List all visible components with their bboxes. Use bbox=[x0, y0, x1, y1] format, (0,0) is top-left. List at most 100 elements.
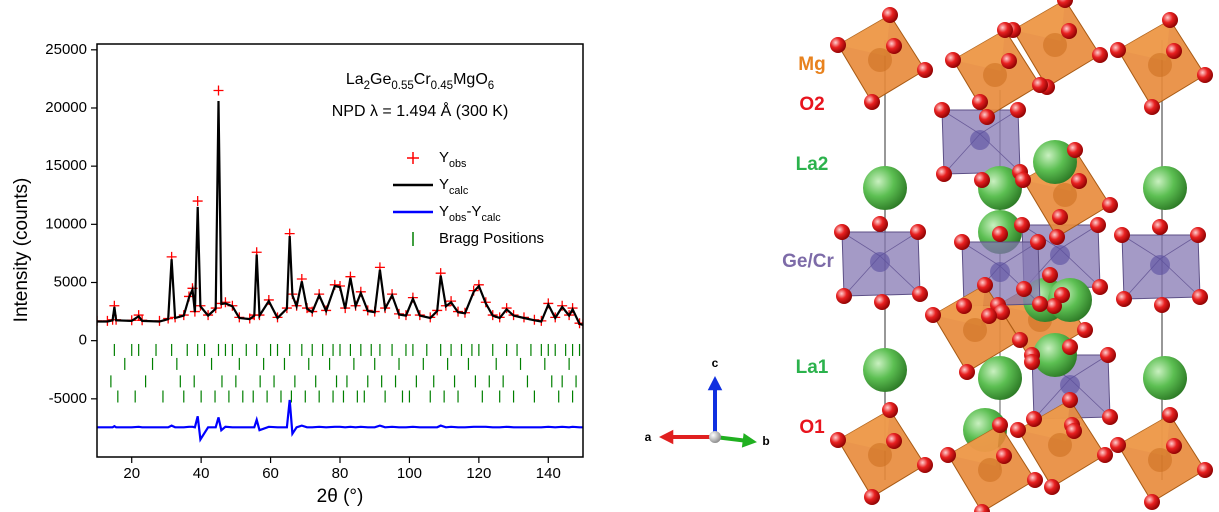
obs-marker bbox=[214, 86, 224, 96]
atom-label: O1 bbox=[799, 417, 825, 438]
o-atom bbox=[977, 277, 993, 293]
o-atom bbox=[954, 234, 970, 250]
axis-origin bbox=[709, 431, 721, 443]
ge-atom bbox=[990, 262, 1010, 282]
o-atom bbox=[981, 308, 997, 324]
o-atom bbox=[1097, 447, 1113, 463]
o-atom bbox=[1102, 409, 1118, 425]
o-atom bbox=[1024, 354, 1040, 370]
o-atom bbox=[972, 94, 988, 110]
o-atom bbox=[910, 224, 926, 240]
legend-label: Yobs-Ycalc bbox=[439, 203, 501, 224]
y-tick-label: 5000 bbox=[54, 273, 87, 290]
o-atom bbox=[912, 286, 928, 302]
x-tick-label: 40 bbox=[193, 465, 210, 482]
x-axis-label: 2θ (°) bbox=[317, 486, 364, 507]
series-line bbox=[97, 400, 583, 440]
o-atom bbox=[886, 38, 902, 54]
o-atom bbox=[934, 102, 950, 118]
o-atom bbox=[1012, 332, 1028, 348]
o-atom bbox=[1100, 347, 1116, 363]
ge-atom bbox=[1050, 245, 1070, 265]
y-axis-label: Intensity (counts) bbox=[11, 178, 32, 323]
o-atom bbox=[1144, 99, 1160, 115]
o-atom bbox=[830, 432, 846, 448]
o-atom bbox=[945, 52, 961, 68]
la-atom bbox=[1143, 356, 1187, 400]
o-atom bbox=[1197, 462, 1213, 478]
o-atom bbox=[917, 457, 933, 473]
o-atom bbox=[1014, 217, 1030, 233]
x-tick-label: 20 bbox=[123, 465, 140, 482]
o-atom bbox=[1152, 219, 1168, 235]
o-atom bbox=[1066, 423, 1082, 439]
x-tick-label: 120 bbox=[466, 465, 491, 482]
axis-label: a bbox=[645, 430, 652, 444]
legend-marker bbox=[407, 152, 419, 164]
o-atom bbox=[1062, 392, 1078, 408]
o-atom bbox=[1116, 291, 1132, 307]
o-atom bbox=[1092, 279, 1108, 295]
o-atom bbox=[886, 433, 902, 449]
o-atom bbox=[1049, 229, 1065, 245]
o-atom bbox=[959, 364, 975, 380]
o-atom bbox=[936, 166, 952, 182]
o-atom bbox=[834, 224, 850, 240]
axis-label: c bbox=[712, 356, 719, 370]
ge-atom bbox=[970, 130, 990, 150]
o-atom bbox=[882, 402, 898, 418]
la-atom bbox=[863, 166, 907, 210]
o-atom bbox=[1044, 479, 1060, 495]
o-atom bbox=[1010, 102, 1026, 118]
o-atom bbox=[956, 298, 972, 314]
o-atom bbox=[917, 62, 933, 78]
o-atom bbox=[1052, 209, 1068, 225]
o-atom bbox=[874, 294, 890, 310]
legend-label: Yobs bbox=[439, 149, 467, 170]
o-atom bbox=[1114, 227, 1130, 243]
atom-label: Mg bbox=[798, 54, 825, 75]
o-atom bbox=[882, 7, 898, 23]
y-tick-label: 25000 bbox=[45, 41, 87, 58]
o-atom bbox=[974, 172, 990, 188]
o-atom bbox=[872, 216, 888, 232]
o-atom bbox=[1166, 438, 1182, 454]
o-atom bbox=[1015, 172, 1031, 188]
y-tick-label: -5000 bbox=[49, 390, 87, 407]
o-atom bbox=[1166, 43, 1182, 59]
o-atom bbox=[1010, 422, 1026, 438]
atom-label: O2 bbox=[799, 94, 824, 115]
o-atom bbox=[1090, 217, 1106, 233]
o-atom bbox=[1110, 437, 1126, 453]
o-atom bbox=[1032, 77, 1048, 93]
y-tick-label: 20000 bbox=[45, 99, 87, 116]
axis-a-head bbox=[659, 430, 673, 445]
axis-b-head bbox=[742, 433, 757, 447]
o-atom bbox=[836, 288, 852, 304]
o-atom bbox=[997, 22, 1013, 38]
annotation: NPD λ = 1.494 Å (300 K) bbox=[332, 101, 509, 120]
o-atom bbox=[1092, 47, 1108, 63]
o-atom bbox=[925, 307, 941, 323]
atom-label: La1 bbox=[796, 357, 829, 378]
o-atom bbox=[940, 447, 956, 463]
o-atom bbox=[992, 417, 1008, 433]
o-atom bbox=[1162, 407, 1178, 423]
o-atom bbox=[1061, 23, 1077, 39]
o-atom bbox=[1030, 234, 1046, 250]
x-tick-label: 60 bbox=[262, 465, 279, 482]
o-atom bbox=[1027, 472, 1043, 488]
o-atom bbox=[979, 109, 995, 125]
legend-label: Bragg Positions bbox=[439, 230, 544, 247]
legend-label: Ycalc bbox=[439, 176, 469, 197]
x-tick-label: 100 bbox=[397, 465, 422, 482]
o-atom bbox=[1144, 494, 1160, 510]
o-atom bbox=[1062, 339, 1078, 355]
o-atom bbox=[830, 37, 846, 53]
series-line bbox=[97, 101, 583, 325]
o-atom bbox=[1197, 67, 1213, 83]
y-tick-label: 0 bbox=[79, 332, 87, 349]
page: Intensity (counts) 2θ (°) La2Ge0.55Cr0.4… bbox=[0, 0, 1219, 512]
la-atom bbox=[863, 348, 907, 392]
